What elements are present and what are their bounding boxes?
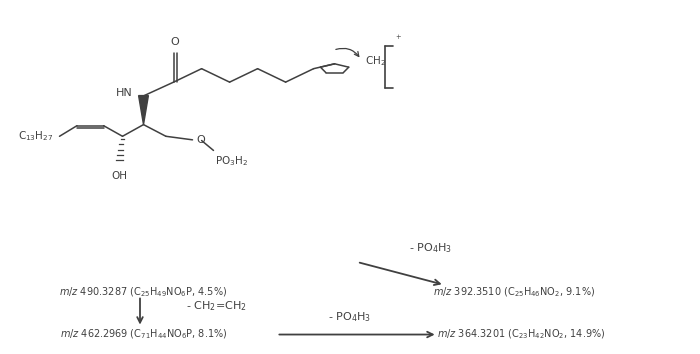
Text: OH: OH bbox=[111, 171, 127, 181]
Text: $m/z$ 392.3510 (C$_{25}$H$_{46}$NO$_{2}$, 9.1%): $m/z$ 392.3510 (C$_{25}$H$_{46}$NO$_{2}$… bbox=[433, 285, 596, 299]
Polygon shape bbox=[139, 96, 148, 125]
Text: $m/z$ 490.3287 (C$_{25}$H$_{49}$NO$_{6}$P, 4.5%): $m/z$ 490.3287 (C$_{25}$H$_{49}$NO$_{6}$… bbox=[60, 285, 228, 299]
Text: O: O bbox=[197, 135, 206, 145]
Text: HN: HN bbox=[116, 88, 132, 98]
Text: C$_{13}$H$_{27}$: C$_{13}$H$_{27}$ bbox=[18, 130, 53, 143]
Text: CH$_2$: CH$_2$ bbox=[365, 55, 386, 68]
Text: PO$_3$H$_2$: PO$_3$H$_2$ bbox=[215, 154, 248, 168]
Text: $m/z$ 462.2969 (C$_{71}$H$_{44}$NO$_{6}$P, 8.1%): $m/z$ 462.2969 (C$_{71}$H$_{44}$NO$_{6}$… bbox=[60, 328, 228, 341]
Text: - PO$_4$H$_3$: - PO$_4$H$_3$ bbox=[328, 310, 372, 324]
Text: O: O bbox=[171, 37, 179, 47]
Text: $m/z$ 364.3201 (C$_{23}$H$_{42}$NO$_{2}$, 14.9%): $m/z$ 364.3201 (C$_{23}$H$_{42}$NO$_{2}$… bbox=[438, 328, 606, 341]
Text: $^{+}$: $^{+}$ bbox=[395, 34, 402, 44]
Text: - CH$_2$=CH$_2$: - CH$_2$=CH$_2$ bbox=[186, 299, 246, 313]
Text: - PO$_4$H$_3$: - PO$_4$H$_3$ bbox=[409, 241, 452, 255]
